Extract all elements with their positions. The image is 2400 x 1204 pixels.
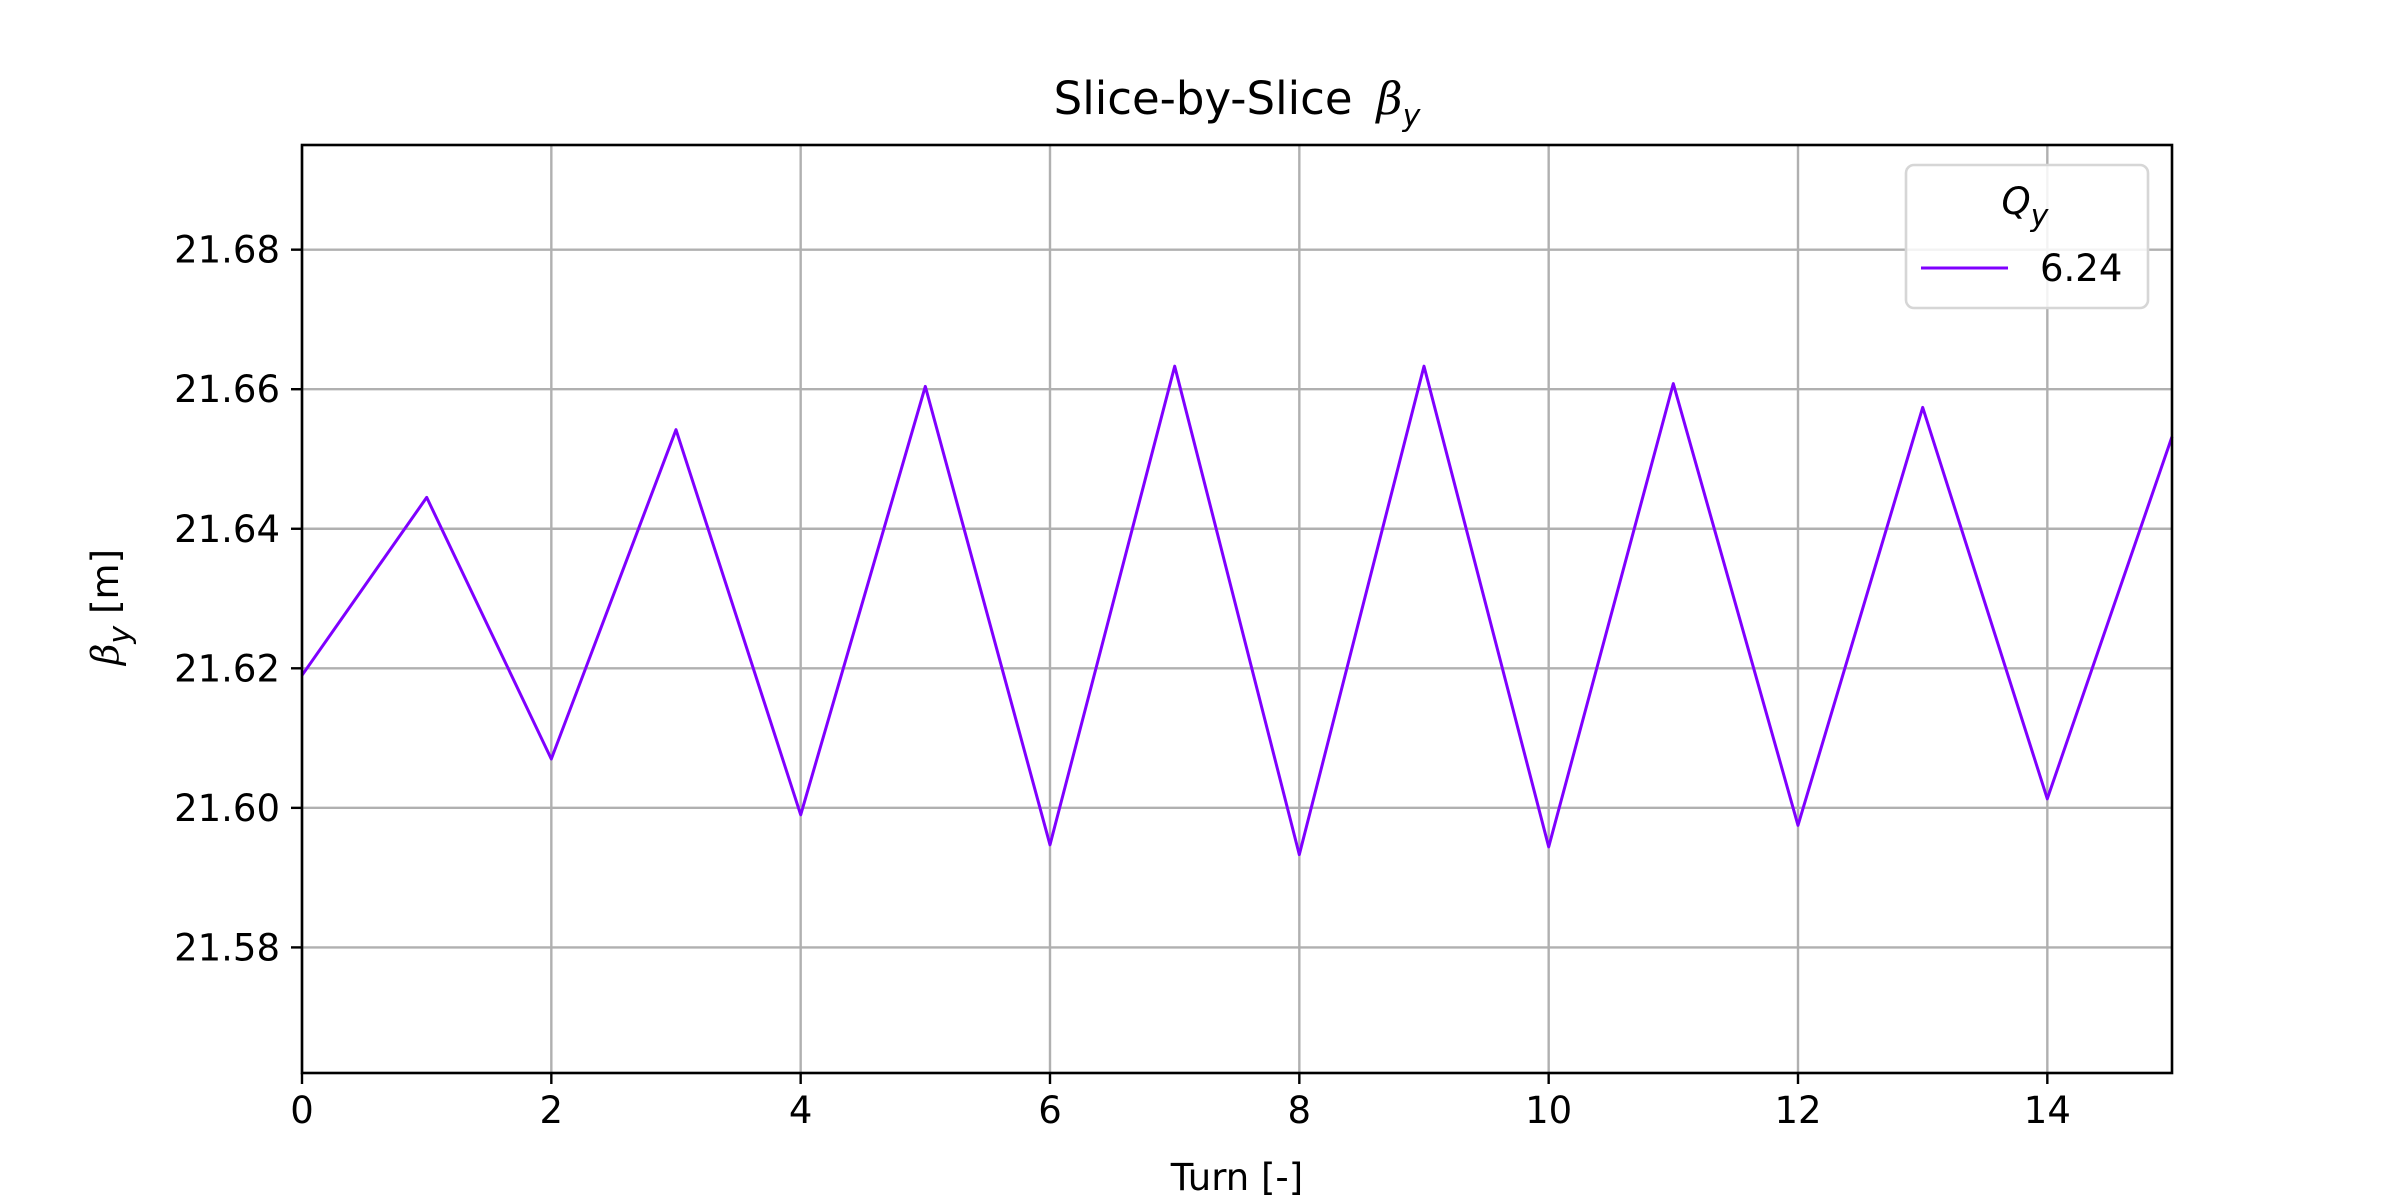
legend-series-label: 6.24 [2040,247,2122,290]
y-tick-label: 21.62 [174,647,280,690]
x-tick-label: 14 [2024,1089,2071,1132]
legend-title-symbol: Q [2002,180,2031,223]
y-axis-label-symbol-sub: y [103,625,138,645]
x-tick-label: 8 [1288,1089,1312,1132]
x-tick-label: 6 [1038,1089,1062,1132]
chart-title-text: Slice-by-Slice [1054,72,1353,125]
chart-title-symbol: β [1375,72,1403,125]
y-tick-label: 21.66 [174,368,280,411]
x-tick-label: 2 [540,1089,564,1132]
y-tick-label: 21.68 [174,229,280,272]
y-tick-label: 21.58 [174,926,280,969]
x-tick-label: 10 [1525,1089,1572,1132]
y-axis-label-unit: [m] [84,549,127,614]
x-tick-label: 12 [1774,1089,1821,1132]
y-tick-label: 21.64 [174,508,280,551]
x-tick-label: 4 [789,1089,813,1132]
x-tick-label: 0 [290,1089,314,1132]
y-axis-label-symbol: β [84,644,127,667]
legend: Qy 6.24 [1906,165,2148,308]
legend-title-symbol-sub: y [2030,199,2050,234]
y-tick-label: 21.60 [174,787,280,830]
x-axis-label: Turn [-] [1170,1156,1303,1199]
chart-title-symbol-sub: y [1402,99,1422,134]
